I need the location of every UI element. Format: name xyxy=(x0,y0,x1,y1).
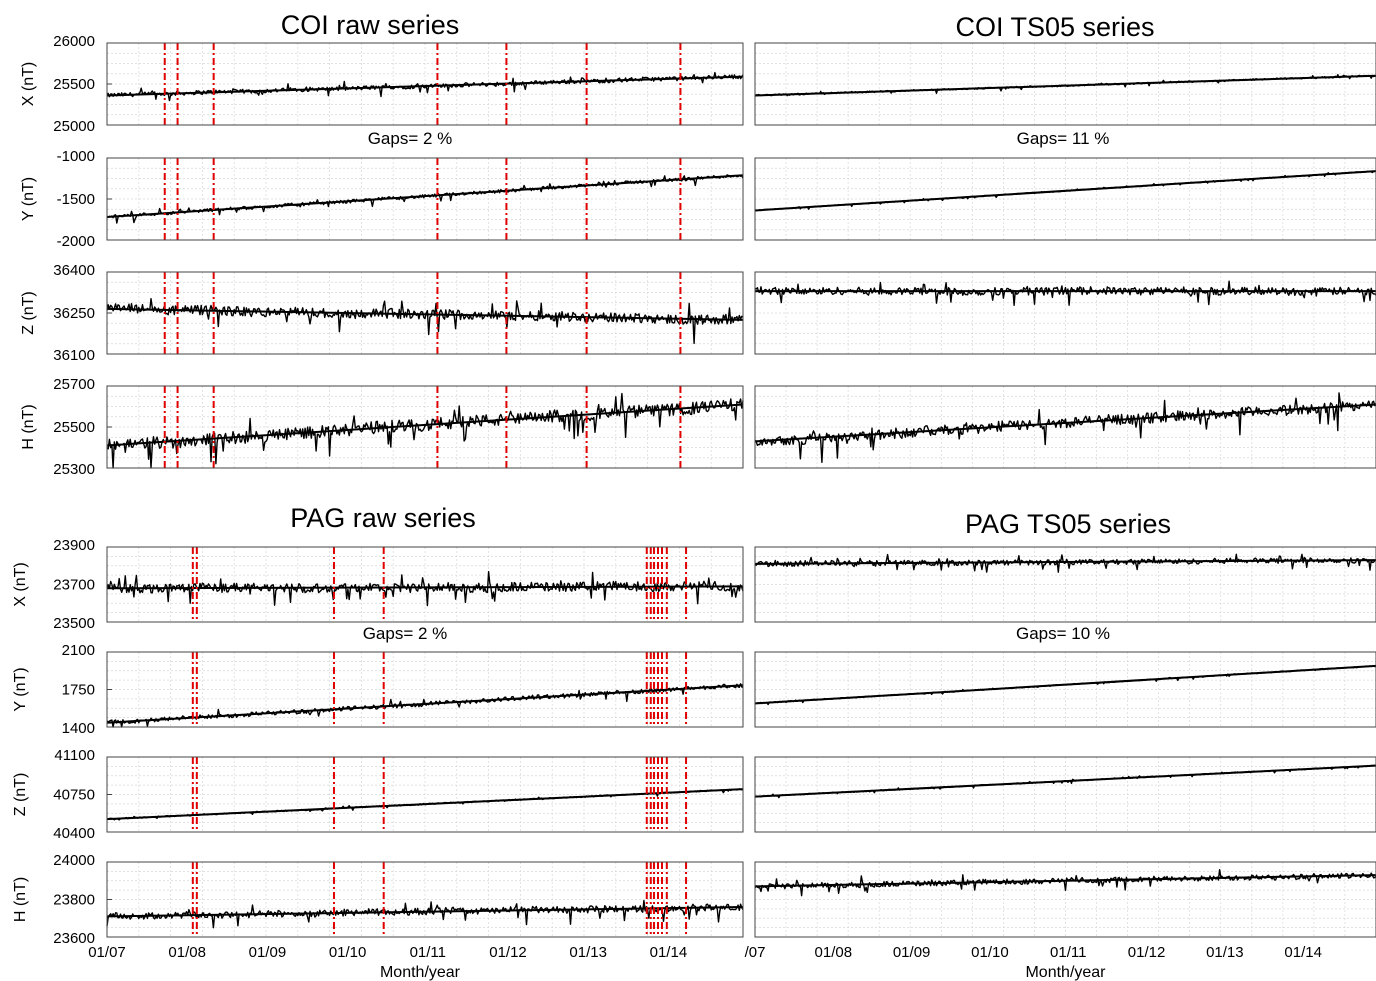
y-tick-label: 23500 xyxy=(53,615,95,632)
x-axis-label: Month/year xyxy=(1025,964,1106,981)
x-axis-label: Month/year xyxy=(380,964,461,981)
panel-coi-ts05-series-2 xyxy=(754,157,1376,241)
y-axis-label: Z (nT) xyxy=(20,291,37,335)
x-tick-label: 01/08 xyxy=(815,944,853,961)
chart-title-coi-ts05-series: COI TS05 series xyxy=(955,12,1154,42)
y-axis-label: X (nT) xyxy=(12,562,29,606)
panel-pag-raw-series-1 xyxy=(106,546,744,623)
x-tick-label: /07 xyxy=(745,944,766,961)
panel-pag-raw-series-2 xyxy=(106,651,744,728)
x-tick-label: 01/13 xyxy=(569,944,607,961)
y-tick-label: 25500 xyxy=(53,76,95,93)
series-trace xyxy=(754,869,1376,897)
series-trend xyxy=(106,684,744,724)
x-tick-label: 01/07 xyxy=(88,944,126,961)
panel-coi-raw-series-4 xyxy=(106,385,744,469)
y-axis-label: Y (nT) xyxy=(20,177,37,221)
y-tick-label: 23600 xyxy=(53,930,95,947)
y-tick-label: 25000 xyxy=(53,118,95,135)
x-tick-label: 01/14 xyxy=(1284,944,1322,961)
y-tick-label: 26000 xyxy=(53,33,95,50)
y-tick-label: 24000 xyxy=(53,852,95,869)
y-tick-label: 40750 xyxy=(53,787,95,804)
y-tick-label: 36250 xyxy=(53,305,95,322)
y-tick-label: 23800 xyxy=(53,892,95,909)
y-tick-label: -1000 xyxy=(57,148,95,165)
y-axis-label: H (nT) xyxy=(20,404,37,449)
series-trend xyxy=(754,559,1376,565)
series-trend xyxy=(106,174,744,219)
gaps-percentage: Gaps= 11 % xyxy=(1017,129,1110,148)
x-tick-label: 01/11 xyxy=(410,944,446,961)
y-axis-label: X (nT) xyxy=(20,62,37,106)
panel-coi-ts05-series-4 xyxy=(754,385,1376,469)
y-tick-label: 41100 xyxy=(54,747,95,764)
y-axis-label: Y (nT) xyxy=(12,667,29,711)
panel-coi-raw-series-2 xyxy=(106,157,744,241)
panel-pag-raw-series-3 xyxy=(106,756,744,833)
panel-pag-raw-series-4 xyxy=(106,861,744,938)
y-axis-label: H (nT) xyxy=(12,877,29,922)
x-tick-label: 01/14 xyxy=(650,944,688,961)
chart-title-coi-raw-series: COI raw series xyxy=(281,10,460,40)
series-trend xyxy=(106,403,744,447)
x-tick-label: 01/13 xyxy=(1206,944,1244,961)
y-tick-label: 25300 xyxy=(53,461,95,478)
x-tick-label: 01/09 xyxy=(893,944,931,961)
series-trend xyxy=(754,764,1376,798)
y-tick-label: -2000 xyxy=(57,233,95,250)
series-trend xyxy=(754,874,1376,888)
series-trend xyxy=(754,664,1376,705)
y-axis-label: Z (nT) xyxy=(12,773,29,817)
panel-pag-ts05-series-1 xyxy=(754,546,1376,623)
panel-pag-ts05-series-4 xyxy=(754,861,1376,938)
y-tick-label: 2100 xyxy=(62,642,95,659)
y-tick-label: 40400 xyxy=(53,825,95,842)
gaps-percentage: Gaps= 10 % xyxy=(1016,624,1110,643)
x-tick-label: 01/08 xyxy=(168,944,206,961)
series-trend xyxy=(106,906,744,918)
y-tick-label: 1400 xyxy=(62,720,95,737)
series-trend xyxy=(754,74,1376,97)
series-trend xyxy=(106,788,744,821)
series-trace xyxy=(106,899,744,929)
panel-coi-raw-series-3 xyxy=(106,271,744,355)
series-trend xyxy=(106,585,744,590)
x-tick-label: 01/10 xyxy=(971,944,1009,961)
chart-title-pag-raw-series: PAG raw series xyxy=(290,503,476,533)
gaps-percentage: Gaps= 2 % xyxy=(363,624,448,643)
x-tick-label: 01/11 xyxy=(1050,944,1086,961)
panel-coi-raw-series-1 xyxy=(106,42,744,126)
x-tick-label: 01/12 xyxy=(489,944,527,961)
y-tick-label: 25700 xyxy=(53,376,95,393)
chart-title-pag-ts05-series: PAG TS05 series xyxy=(965,509,1171,539)
y-tick-label: -1500 xyxy=(57,191,95,208)
series-trace xyxy=(754,280,1376,306)
series-trend xyxy=(106,307,744,321)
y-tick-label: 36400 xyxy=(53,262,95,279)
panel-pag-ts05-series-2 xyxy=(754,651,1376,728)
panel-coi-ts05-series-3 xyxy=(754,271,1376,355)
y-tick-label: 23700 xyxy=(53,577,95,594)
series-trend xyxy=(754,403,1376,443)
y-tick-label: 23900 xyxy=(53,537,95,554)
x-tick-label: 01/12 xyxy=(1128,944,1166,961)
y-tick-label: 36100 xyxy=(53,347,95,364)
series-trace xyxy=(106,571,744,607)
panel-pag-ts05-series-3 xyxy=(754,756,1376,833)
x-tick-label: 01/09 xyxy=(249,944,287,961)
series-trend xyxy=(754,170,1376,212)
x-tick-label: 01/10 xyxy=(329,944,367,961)
y-tick-label: 1750 xyxy=(62,682,95,699)
panel-coi-ts05-series-1 xyxy=(754,42,1376,126)
gaps-percentage: Gaps= 2 % xyxy=(368,129,453,148)
y-tick-label: 25500 xyxy=(53,419,95,436)
